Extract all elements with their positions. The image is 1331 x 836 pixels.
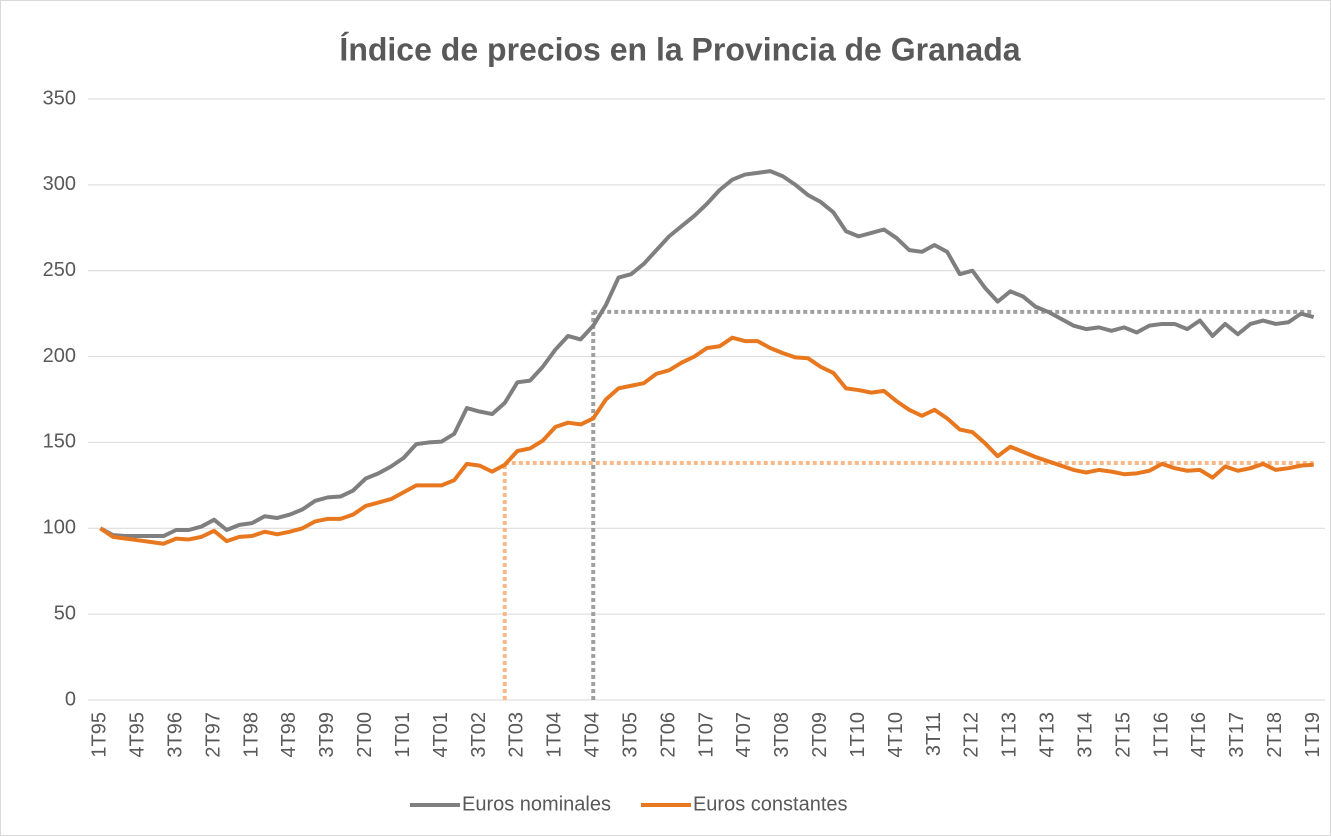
y-tick-label: 150	[43, 431, 76, 453]
series-line	[99, 169, 1315, 539]
x-tick-label: 1T95	[89, 712, 111, 758]
x-tick-label: 4T10	[885, 712, 907, 758]
series-line	[99, 335, 1314, 546]
x-tick-label: 1T01	[392, 712, 414, 758]
y-tick-label: 300	[43, 173, 76, 195]
y-tick-label: 50	[54, 602, 76, 624]
legend-label: Euros nominales	[462, 793, 611, 815]
x-tick-label: 1T07	[695, 712, 717, 758]
x-tick-label: 2T03	[506, 712, 528, 758]
y-tick-label: 200	[43, 345, 76, 367]
chart-title: Índice de precios en la Provincia de Gra…	[339, 31, 1020, 67]
x-tick-label: 1T98	[240, 712, 262, 758]
y-tick-label: 100	[43, 517, 76, 539]
x-tick-label: 3T05	[619, 712, 641, 758]
x-tick-label: 4T16	[1188, 712, 1210, 758]
x-tick-label: 3T99	[316, 712, 338, 758]
x-tick-label: 1T19	[1302, 712, 1324, 758]
x-tick-label: 2T97	[202, 712, 224, 758]
x-tick-label: 4T04	[582, 712, 604, 758]
x-tick-label: 4T95	[127, 712, 149, 758]
legend-label: Euros constantes	[693, 793, 848, 815]
y-tick-label: 0	[65, 688, 76, 710]
x-tick-label: 2T09	[809, 712, 831, 758]
x-tick-label: 3T11	[923, 712, 945, 756]
x-tick-label: 4T07	[733, 712, 755, 758]
x-tick-label: 3T14	[1074, 712, 1096, 758]
x-tick-label: 1T13	[999, 712, 1021, 758]
x-tick-label: 2T18	[1264, 712, 1286, 758]
x-tick-label: 4T98	[278, 712, 300, 758]
x-tick-label: 1T04	[544, 712, 566, 758]
x-tick-label: 2T06	[657, 712, 679, 758]
y-tick-label: 250	[43, 259, 76, 281]
x-tick-label: 3T08	[771, 712, 793, 758]
x-tick-label: 4T01	[430, 712, 452, 758]
x-tick-label: 3T96	[164, 712, 186, 758]
y-tick-label: 350	[43, 87, 76, 109]
x-tick-label: 2T12	[961, 712, 983, 758]
x-tick-label: 1T16	[1150, 712, 1172, 758]
x-tick-label: 4T13	[1037, 712, 1059, 758]
x-tick-label: 1T10	[847, 712, 869, 758]
x-tick-label: 2T00	[354, 712, 376, 758]
x-tick-label: 3T17	[1226, 712, 1248, 758]
x-tick-label: 2T15	[1112, 712, 1134, 758]
x-tick-label: 3T02	[468, 712, 490, 758]
